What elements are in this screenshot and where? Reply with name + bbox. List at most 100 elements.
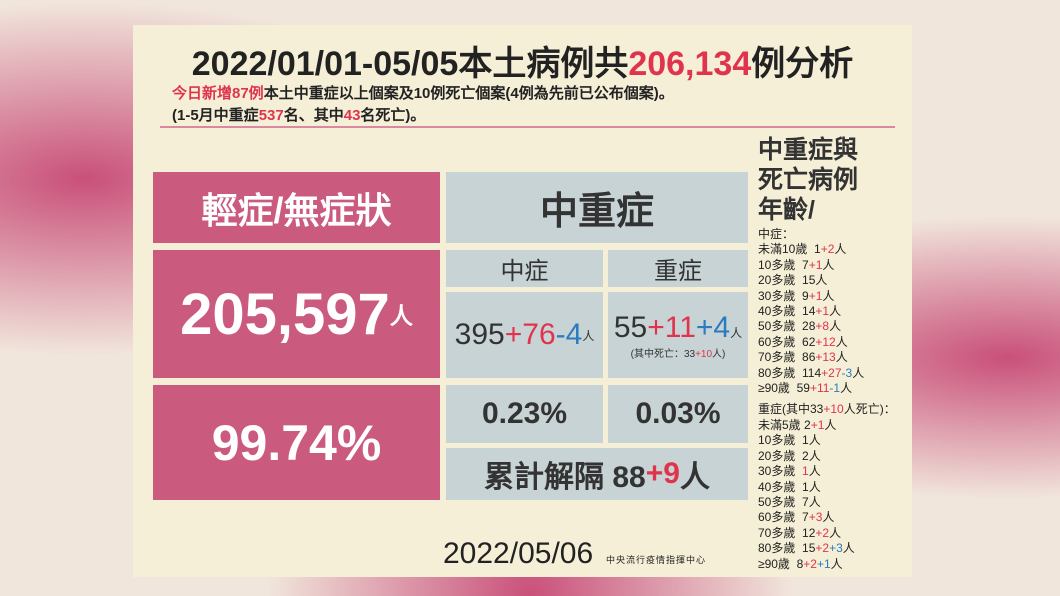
text-segment: +2 <box>820 242 835 257</box>
text-segment: -1 <box>829 381 841 396</box>
text-segment: +27 <box>821 365 842 380</box>
critical-cell: 55+11+4人 (其中死亡：33+10人) <box>608 292 748 378</box>
moderate-row: 未滿10歲 1+2人 <box>758 242 896 257</box>
text-segment: +3 <box>829 541 843 556</box>
text-segment: +8 <box>815 319 830 334</box>
released: 累計解隔 88 +9 人 <box>446 448 748 500</box>
text-segment: +11 <box>809 381 830 396</box>
divider <box>160 126 895 128</box>
text-segment: 例分析 <box>751 45 854 83</box>
text-segment: 累計解隔 88 <box>484 461 646 494</box>
text-segment: 20多歲 15人 <box>758 273 828 288</box>
text-segment: 人) <box>712 348 726 360</box>
mild-header: 輕症/無症狀 <box>153 172 440 243</box>
critical-row: ≥90歲 8+2+1人 <box>758 557 896 572</box>
text-segment: +13 <box>815 350 836 365</box>
text-segment: 60多歲 62 <box>758 334 816 349</box>
severe-header: 中重症 <box>446 172 748 243</box>
critical-row: 未滿5歲 2+1人 <box>758 418 896 433</box>
critical-row: 80多歲 15+2+3人 <box>758 541 896 556</box>
subtitle: (1-5月中重症537名、其中43名死亡)。 <box>172 104 425 125</box>
side-heading-line: 死亡病例 <box>758 166 859 194</box>
text-segment: 50多歲 28 <box>758 319 816 334</box>
text-segment: 人 <box>835 350 848 365</box>
text-segment: 1 <box>802 464 809 479</box>
footer-org: 中央流行疫情指揮中心 <box>606 555 707 565</box>
text-segment: 人 <box>808 464 821 479</box>
text-segment: 人 <box>852 365 865 380</box>
text-segment: 人 <box>822 257 835 272</box>
critical-row: 40多歲 1人 <box>758 480 896 495</box>
text-segment: 2022/01/01-05/05本土病例共 <box>191 45 629 83</box>
text-segment: 未滿5歲 2 <box>758 417 811 432</box>
text-segment: 人 <box>835 334 848 349</box>
text-segment: 今日新增87例 <box>172 85 264 102</box>
text-segment: 50多歲 7人 <box>758 494 821 509</box>
critical-row: 60多歲 7+3人 <box>758 510 896 525</box>
mild-percent: 99.74% <box>153 385 440 500</box>
moderate-row: 20多歲 15人 <box>758 273 896 288</box>
text-segment: -4 <box>555 318 583 351</box>
side-heading-line: 中重症與 <box>758 136 859 164</box>
text-segment: ≥90歲 8 <box>758 556 804 571</box>
text-segment: 537 <box>258 107 284 124</box>
text-segment: +1 <box>810 417 825 432</box>
text-segment: 人 <box>829 319 842 334</box>
critical-count: 55+11+4人 <box>614 311 742 345</box>
text-segment: 人 <box>824 417 837 432</box>
text-segment: -3 <box>841 365 853 380</box>
text-segment: 40多歲 1人 <box>758 479 821 494</box>
text-segment: 人 <box>829 525 842 540</box>
text-segment: 人 <box>822 288 835 303</box>
subtitle: 今日新增87例本土中重症以上個案及10例死亡個案(4例為先前已公布個案)。 <box>172 82 674 103</box>
text-segment: +10 <box>695 348 713 360</box>
moderate-row: 60多歲 62+12人 <box>758 335 896 350</box>
text-segment: 20多歲 2人 <box>758 448 821 463</box>
text-segment: +4 <box>695 310 731 344</box>
moderate-row: 30多歲 9+1人 <box>758 289 896 304</box>
critical-row: 20多歲 2人 <box>758 449 896 464</box>
text-segment: 人 <box>834 242 847 257</box>
text-segment: 名死亡)。 <box>360 107 426 124</box>
text-segment: 40多歲 14 <box>758 304 816 319</box>
moderate-count: 395 +76 -4 人 <box>446 292 603 378</box>
moderate-label: 中症 <box>446 250 603 287</box>
text-segment: 80多歲 15 <box>758 541 816 556</box>
critical-row: 70多歲 12+2人 <box>758 526 896 541</box>
side-list: 中症： 未滿10歲 1+2人 10多歲 7+1人 20多歲 15人 30多歲 9+1人 4… <box>758 227 896 572</box>
critical-percent: 0.03% <box>608 385 748 443</box>
text-segment: (1-5月中重症 <box>172 107 259 124</box>
text-segment: 30多歲 9 <box>758 288 809 303</box>
text-segment: 43 <box>343 107 361 124</box>
text-segment: +2 <box>815 525 830 540</box>
critical-title: 重症(其中33+10人死亡)： <box>758 402 896 417</box>
moderate-row: ≥90歲 59+11-1人 <box>758 381 896 396</box>
text-segment: 70多歲 12 <box>758 525 816 540</box>
text-segment: 本土中重症以上個案及10例死亡個案(4例為先前已公布個案)。 <box>263 85 674 102</box>
text-segment: 人 <box>679 461 710 494</box>
text-segment: 人 <box>389 303 413 329</box>
moderate-row: 70多歲 86+13人 <box>758 350 896 365</box>
text-segment: 70多歲 86 <box>758 350 816 365</box>
text-segment: +3 <box>808 510 823 525</box>
text-segment: 人 <box>830 556 843 571</box>
text-segment: +9 <box>645 457 680 490</box>
critical-label: 重症 <box>608 250 748 287</box>
side-heading-line: 年齡/ <box>758 196 815 224</box>
text-segment: 名、其中 <box>283 107 344 124</box>
text-segment: +1 <box>815 304 830 319</box>
moderate-row: 10多歲 7+1人 <box>758 258 896 273</box>
text-segment: +2 <box>815 541 830 556</box>
text-segment: (其中死亡：33 <box>630 348 696 360</box>
side-heading: 中重症與 死亡病例 年齡/ <box>758 135 858 225</box>
text-segment: 206,134 <box>628 45 752 83</box>
moderate-title: 中症： <box>758 227 795 241</box>
text-segment: +10 <box>823 402 844 417</box>
text-segment: 人 <box>822 510 835 525</box>
text-segment: 80多歲 114 <box>758 365 822 380</box>
text-segment: 55 <box>613 310 648 344</box>
text-segment: 重症(其中33 <box>758 402 824 417</box>
text-segment: +2 <box>803 556 817 571</box>
text-segment: +76 <box>504 318 556 351</box>
